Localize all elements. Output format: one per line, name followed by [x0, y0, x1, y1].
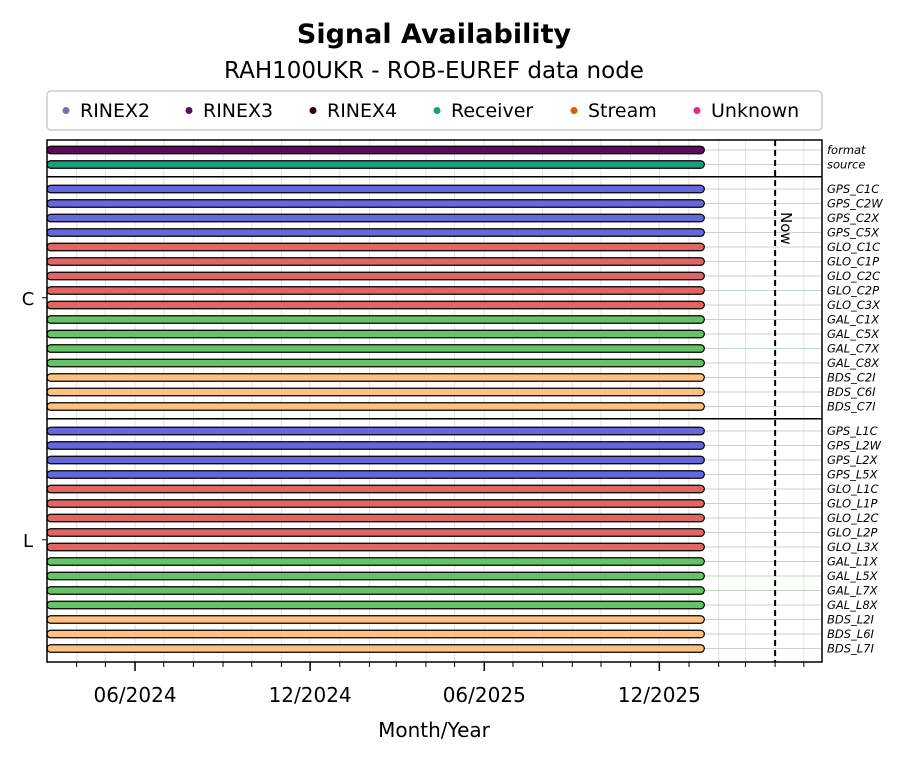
x-tick-label: 12/2024	[269, 683, 352, 707]
availability-bar	[46, 213, 705, 223]
availability-bar	[46, 499, 705, 508]
availability-bar	[46, 542, 705, 552]
legend-marker	[433, 107, 441, 114]
signal-label: GAL_L5X	[827, 569, 879, 583]
legend-marker	[62, 107, 70, 114]
signal-label: GAL_C8X	[827, 356, 880, 370]
availability-bar	[46, 145, 705, 155]
availability-bar	[46, 455, 705, 465]
signal-label: GPS_L2W	[827, 439, 882, 453]
availability-bar	[46, 228, 705, 237]
signal-label: GLO_L3X	[827, 540, 879, 554]
legend-entry: RINEX4	[327, 100, 397, 122]
signal-label: GPS_L2X	[827, 453, 879, 467]
signal-label: BDS_L2I	[827, 613, 875, 627]
signal-label: GPS_C5X	[827, 226, 880, 240]
signal-label: BDS_C2I	[827, 371, 876, 385]
availability-bar	[46, 387, 705, 397]
availability-bar	[46, 441, 705, 450]
availability-bar	[46, 329, 705, 339]
availability-bar	[46, 160, 705, 169]
signal-label: BDS_L6I	[827, 627, 875, 641]
signal-label: GPS_C2W	[827, 197, 883, 211]
legend-entry: RINEX3	[203, 100, 273, 122]
signal-label: GLO_L2C	[827, 511, 879, 525]
signal-label: BDS_L7I	[827, 642, 875, 656]
x-tick-label: 12/2025	[618, 683, 701, 707]
availability-bar	[46, 344, 705, 353]
now-label: Now	[777, 212, 795, 245]
availability-bar	[46, 300, 705, 310]
legend-marker	[570, 107, 578, 114]
signal-label: GLO_C2C	[827, 269, 880, 283]
signal-label: GAL_L7X	[827, 584, 879, 598]
group-label: L	[23, 531, 33, 552]
signal-label: GLO_C2P	[827, 284, 879, 298]
chart-subtitle: RAH100UKR - ROB-EUREF data node	[224, 58, 644, 84]
signal-label: BDS_C6I	[827, 385, 876, 399]
availability-bar	[46, 271, 705, 281]
signal-label: GAL_C7X	[827, 342, 880, 356]
availability-bar	[46, 586, 705, 595]
availability-bar	[46, 644, 705, 653]
signal-label: format	[827, 143, 866, 157]
legend-marker	[693, 107, 701, 114]
signal-label: GAL_L8X	[827, 598, 879, 612]
chart-title: Signal Availability	[297, 19, 572, 50]
x-axis-label: Month/Year	[378, 718, 491, 742]
legend-marker	[185, 107, 193, 114]
x-tick-label: 06/2024	[93, 683, 176, 707]
legend-entry: Unknown	[711, 100, 799, 122]
signal-label: GLO_L2P	[827, 526, 877, 540]
group-label: C	[22, 289, 35, 310]
signal-label: GLO_L1P	[827, 497, 877, 511]
plot-area: NowformatsourceGPS_C1CGPS_C2WGPS_C2XGPS_…	[22, 139, 883, 707]
signal-label: GPS_C2X	[827, 211, 880, 225]
availability-bar	[46, 557, 705, 566]
availability-bar	[46, 402, 705, 411]
availability-bar	[46, 629, 705, 639]
availability-bar	[46, 199, 705, 208]
signal-label: source	[827, 158, 865, 172]
legend: RINEX2 RINEX3 RINEX4 Receiver Stream Unknown	[46, 90, 823, 131]
signal-label: GAL_C1X	[827, 313, 880, 327]
signal-label: GAL_C5X	[827, 327, 880, 341]
availability-bar	[46, 286, 705, 295]
signal-label: GLO_C1P	[827, 255, 879, 269]
legend-entry: Stream	[588, 100, 657, 122]
availability-bar	[46, 615, 705, 624]
legend-marker	[309, 107, 317, 114]
availability-bar	[46, 426, 705, 436]
legend-entry: RINEX2	[80, 100, 150, 122]
availability-bar	[46, 315, 705, 324]
availability-bar	[46, 373, 705, 382]
availability-bar	[46, 571, 705, 581]
signal-label: GAL_L1X	[827, 555, 879, 569]
signal-label: GPS_C1C	[827, 182, 879, 196]
signal-label: BDS_C7I	[827, 400, 876, 414]
availability-bar	[46, 513, 705, 523]
x-tick-label: 06/2025	[443, 683, 526, 707]
signal-label: GLO_C1C	[827, 240, 880, 254]
signal-label: GLO_C3X	[827, 298, 881, 312]
legend-entry: Receiver	[451, 100, 533, 122]
plot-frame	[46, 139, 823, 663]
signal-label: GPS_L1C	[827, 424, 878, 438]
availability-bar	[46, 484, 705, 494]
signal-label: GLO_L1C	[827, 482, 879, 496]
availability-bar	[46, 184, 705, 194]
availability-bar	[46, 358, 705, 368]
availability-bar	[46, 600, 705, 610]
availability-bar	[46, 528, 705, 537]
signal-label: GPS_L5X	[827, 468, 879, 482]
availability-bar	[46, 257, 705, 266]
availability-bar	[46, 242, 705, 252]
availability-bar	[46, 470, 705, 479]
